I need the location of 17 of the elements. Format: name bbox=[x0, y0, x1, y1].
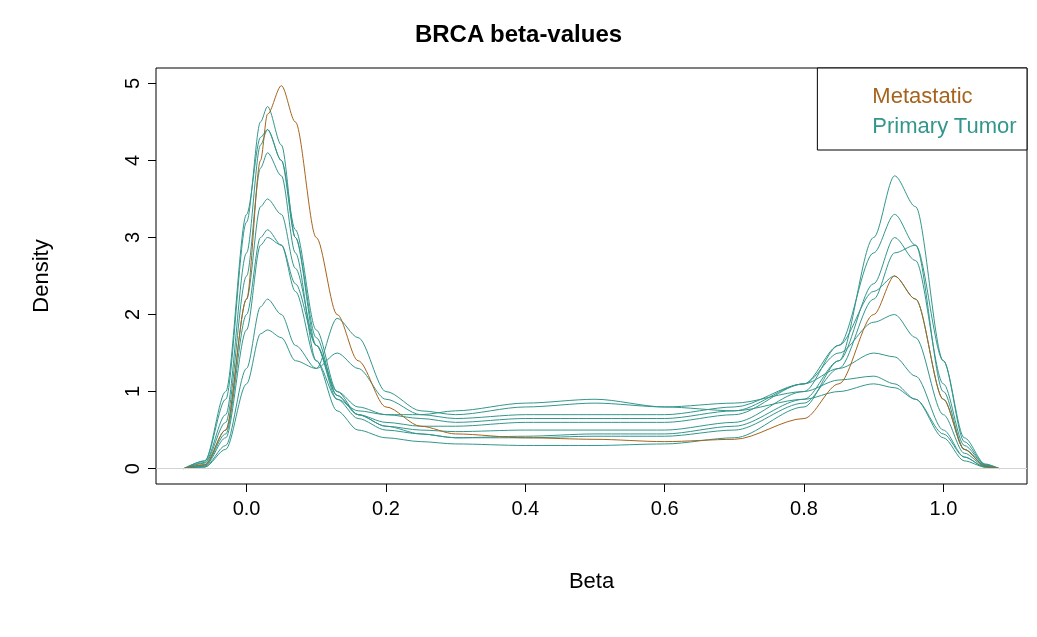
y-tick-label: 1 bbox=[121, 385, 143, 398]
y-tick-label: 5 bbox=[121, 77, 143, 89]
x-axis-title: Beta bbox=[568, 567, 615, 593]
y-tick-label: 2 bbox=[121, 308, 143, 321]
x-tick-label: 0.2 bbox=[372, 497, 400, 519]
y-tick-label: 0 bbox=[121, 463, 143, 475]
text: Primary Tumor bbox=[872, 112, 1017, 138]
y-tick-label: 4 bbox=[121, 154, 143, 167]
x-tick-label: 0.8 bbox=[790, 497, 818, 519]
chart-title: BRCA beta-values bbox=[414, 19, 623, 47]
y-axis-title: Density bbox=[27, 239, 53, 313]
x-tick-label: 0.0 bbox=[232, 497, 261, 519]
text: Metastatic bbox=[872, 82, 973, 108]
x-tick-label: 0.4 bbox=[511, 497, 540, 519]
y-tick-label: 3 bbox=[121, 231, 143, 244]
x-tick-label: 0.6 bbox=[650, 497, 679, 519]
x-tick-label: 1.0 bbox=[929, 497, 958, 519]
